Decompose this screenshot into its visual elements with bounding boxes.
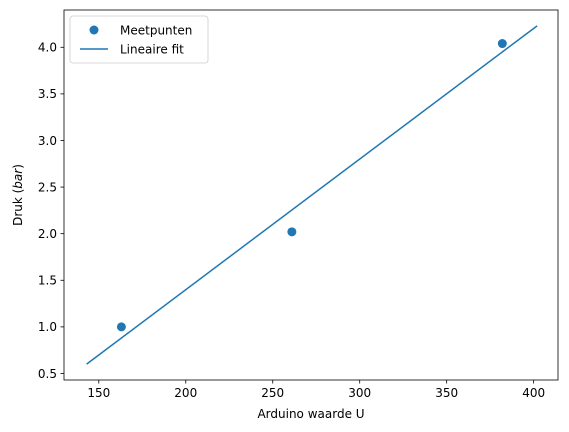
data-point xyxy=(497,39,507,49)
x-tick-label: 350 xyxy=(435,386,458,400)
data-point xyxy=(116,322,126,332)
y-tick-label: 4.0 xyxy=(38,41,57,55)
x-tick-label: 250 xyxy=(261,386,284,400)
y-axis-label: Druk (bar) xyxy=(11,164,25,226)
legend-label: Lineaire fit xyxy=(120,42,184,56)
plot-marks xyxy=(86,25,538,365)
x-axis-label: Arduino waarde U xyxy=(257,407,364,421)
legend-box xyxy=(69,15,209,64)
legend-marker-swatch xyxy=(89,25,99,35)
y-tick-label: 1.5 xyxy=(38,274,57,288)
y-tick-label: 2.0 xyxy=(38,227,57,241)
fit-line xyxy=(86,25,538,365)
y-tick-label: 3.5 xyxy=(38,87,57,101)
y-axis-ticks: 0.5 1.0 1.5 2.0 2.5 3.0 3.5 4.0 xyxy=(38,41,64,381)
y-axis-label-unit: bar xyxy=(11,168,25,189)
plot-frame xyxy=(63,9,559,381)
y-tick-label: 2.5 xyxy=(38,180,57,194)
y-tick-label: 3.0 xyxy=(38,134,57,148)
x-tick-label: 400 xyxy=(522,386,545,400)
x-tick-label: 150 xyxy=(87,386,110,400)
y-axis-label-suffix: ) xyxy=(11,164,25,169)
y-tick-label: 0.5 xyxy=(38,367,57,381)
x-tick-label: 300 xyxy=(348,386,371,400)
x-tick-label: 200 xyxy=(174,386,197,400)
legend-label: Meetpunten xyxy=(120,23,192,37)
data-point xyxy=(287,227,297,237)
legend: Meetpunten Lineaire fit xyxy=(69,15,209,64)
y-axis-label-prefix: Druk ( xyxy=(11,189,25,226)
y-tick-label: 1.0 xyxy=(38,320,57,334)
x-axis-ticks: 150 200 250 300 350 400 xyxy=(87,380,545,400)
